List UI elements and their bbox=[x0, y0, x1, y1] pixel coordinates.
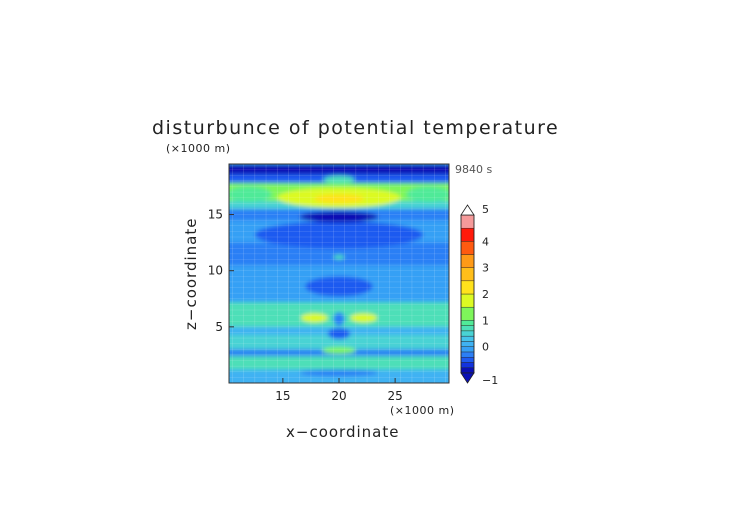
contour-field bbox=[229, 164, 449, 383]
colorbar-level bbox=[460, 241, 475, 255]
colorbar-level bbox=[460, 341, 475, 347]
colorbar-tick-label: 2 bbox=[482, 288, 489, 301]
contour-cell bbox=[323, 175, 355, 184]
contour-cell bbox=[406, 186, 449, 203]
colorbar: −1 0 1 2 3 4 5 bbox=[460, 203, 498, 387]
contour-cell bbox=[350, 313, 378, 323]
colorbar-level bbox=[460, 351, 475, 358]
contour-band bbox=[229, 334, 449, 350]
contour-band bbox=[229, 164, 449, 175]
colorbar-tick-label: 3 bbox=[482, 262, 489, 275]
contour-band bbox=[229, 356, 449, 370]
contour-cell bbox=[327, 327, 351, 340]
colorbar-level bbox=[460, 320, 475, 326]
chart-title: disturbunce of potential temperature bbox=[152, 117, 559, 139]
x-tick-label: 25 bbox=[387, 389, 402, 403]
colorbar-level bbox=[460, 306, 475, 321]
contour-band bbox=[229, 369, 449, 383]
contour-cell bbox=[254, 221, 424, 249]
contour-cell bbox=[314, 194, 364, 204]
colorbar-level bbox=[460, 280, 475, 295]
time-label: 9840 s bbox=[455, 163, 492, 176]
contour-cell bbox=[333, 312, 345, 326]
colorbar-level bbox=[460, 330, 475, 337]
colorbar-level bbox=[460, 227, 475, 242]
colorbar-level bbox=[460, 346, 475, 353]
colorbar-level bbox=[460, 362, 475, 368]
y-tick-label: 15 bbox=[208, 208, 223, 222]
contour-cell bbox=[299, 211, 379, 223]
contour-cell bbox=[299, 369, 379, 377]
colorbar-level bbox=[460, 214, 475, 229]
colorbar-max-arrow bbox=[460, 204, 475, 216]
x-unit-label: (×1000 m) bbox=[390, 404, 455, 417]
colorbar-level bbox=[460, 267, 475, 282]
grid-lines bbox=[229, 164, 449, 383]
colorbar-level bbox=[460, 325, 475, 332]
x-axis-ticks: 15 20 25 bbox=[275, 378, 403, 403]
colorbar-tick-label: −1 bbox=[482, 374, 498, 387]
y-axis-label: z−coordinate bbox=[182, 218, 200, 330]
y-tick-label: 5 bbox=[215, 320, 223, 334]
contour-cell bbox=[322, 347, 356, 354]
colorbar-min-arrow bbox=[460, 372, 475, 384]
contour-cell bbox=[333, 254, 345, 260]
contour-band bbox=[229, 242, 449, 266]
y-axis-ticks: 5 10 15 bbox=[208, 208, 234, 334]
colorbar-tick-label: 0 bbox=[482, 341, 489, 354]
contour-cell bbox=[305, 276, 373, 297]
x-tick-label: 15 bbox=[275, 389, 290, 403]
y-tick-label: 10 bbox=[208, 264, 223, 278]
colorbar-level bbox=[460, 254, 475, 268]
x-tick-label: 20 bbox=[331, 389, 346, 403]
colorbar-level bbox=[460, 367, 475, 374]
contour-cell bbox=[229, 186, 272, 203]
colorbar-level bbox=[460, 357, 475, 363]
colorbar-tick-label: 5 bbox=[482, 203, 489, 216]
contour-fill-group bbox=[229, 164, 449, 383]
x-axis-label: x−coordinate bbox=[286, 423, 399, 441]
contour-cell bbox=[300, 313, 328, 323]
colorbar-tick-label: 4 bbox=[482, 235, 489, 248]
colorbar-level bbox=[460, 293, 475, 308]
colorbar-level bbox=[460, 335, 475, 342]
colorbar-tick-label: 1 bbox=[482, 314, 489, 327]
y-unit-label: (×1000 m) bbox=[166, 142, 231, 155]
